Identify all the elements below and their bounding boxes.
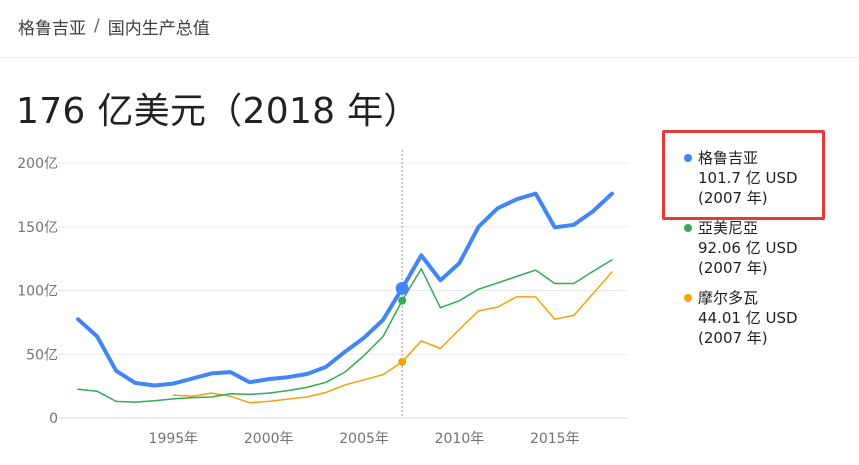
legend-series-name: 格鲁吉亚 xyxy=(698,149,759,167)
legend-series-name: 摩尔多瓦 xyxy=(698,289,759,307)
legend-item-series-3[interactable]: 摩尔多瓦 44.01 亿 USD (2007 年) xyxy=(680,288,850,348)
legend-dot-icon xyxy=(684,224,692,232)
series-line-2[interactable] xyxy=(77,259,613,403)
header-divider xyxy=(0,57,859,58)
x-tick-label: 2005年 xyxy=(339,431,389,447)
series-line-3[interactable] xyxy=(172,271,613,404)
x-tick-label: 2000年 xyxy=(244,431,294,447)
legend-series-name: 亞美尼亞 xyxy=(698,219,759,237)
legend-highlight-box xyxy=(662,130,825,220)
legend-series-year: (2007 年) xyxy=(698,329,768,347)
hover-points xyxy=(395,281,409,366)
y-axis-labels: 0 50亿 100亿 150亿 200亿 xyxy=(17,156,58,427)
y-tick-label: 0 xyxy=(49,411,58,427)
legend-series-value: 44.01 亿 USD xyxy=(698,309,798,327)
y-tick-label: 200亿 xyxy=(17,156,58,172)
legend-item-series-1[interactable]: 格鲁吉亚 101.7 亿 USD (2007 年) xyxy=(680,148,850,208)
headline-value: 176 亿美元（2018 年） xyxy=(16,91,420,132)
hover-point-3 xyxy=(398,357,407,366)
legend-series-year: (2007 年) xyxy=(698,259,768,277)
y-tick-label: 100亿 xyxy=(17,284,58,300)
y-tick-label: 50亿 xyxy=(26,347,58,363)
y-tick-label: 150亿 xyxy=(17,220,58,236)
legend-item-series-2[interactable]: 亞美尼亞 92.06 亿 USD (2007 年) xyxy=(680,218,850,278)
x-tick-label: 2015年 xyxy=(530,431,580,447)
breadcrumb-separator: / xyxy=(94,16,100,36)
breadcrumb-topic-link[interactable]: 国内生产总值 xyxy=(107,18,210,39)
legend-series-value: 92.06 亿 USD xyxy=(698,239,798,257)
hover-point-1 xyxy=(395,281,409,295)
series-lines xyxy=(76,191,614,404)
x-axis-labels: 1995年 2000年 2005年 2010年 2015年 xyxy=(149,431,580,447)
breadcrumb: 格鲁吉亚 / 国内生产总值 xyxy=(18,13,210,39)
breadcrumb-country-link[interactable]: 格鲁吉亚 xyxy=(18,18,86,39)
chart-legend: 格鲁吉亚 101.7 亿 USD (2007 年) 亞美尼亞 92.06 亿 U… xyxy=(680,148,850,358)
x-tick-label: 1995年 xyxy=(149,431,199,447)
legend-series-year: (2007 年) xyxy=(698,189,768,207)
x-tick-label: 2010年 xyxy=(435,431,485,447)
legend-dot-icon xyxy=(684,294,692,302)
legend-dot-icon xyxy=(684,154,692,162)
series-line-1[interactable] xyxy=(76,191,614,388)
hover-point-2 xyxy=(398,296,407,305)
legend-series-value: 101.7 亿 USD xyxy=(698,169,798,187)
grid-lines xyxy=(58,162,628,419)
